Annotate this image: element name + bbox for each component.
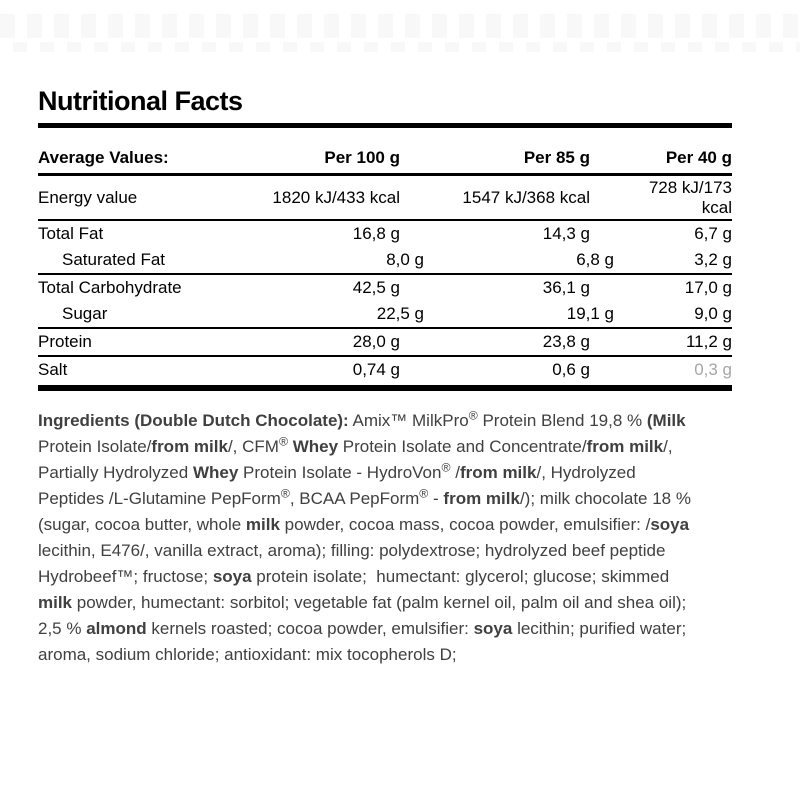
row-value: 0,3 g (694, 360, 732, 380)
row-value: 19,1 g (566, 304, 614, 324)
row-label: Sugar (62, 304, 108, 324)
row-value: 42,5 g (352, 278, 400, 298)
row-label: Protein (38, 332, 92, 352)
ingredients-section: Ingredients (Double Dutch Chocolate): Am… (38, 408, 732, 668)
table-row: Sugar 22,5 g 19,1 g 9,0 g (38, 301, 732, 330)
row-value: 6,8 g (576, 250, 614, 270)
header-average-values: Average Values: (38, 147, 169, 167)
row-label: Energy value (38, 187, 138, 207)
ingredients-text: Ingredients (Double Dutch Chocolate): Am… (38, 408, 732, 668)
row-value: 11,2 g (685, 332, 732, 352)
title-rule (38, 123, 732, 129)
row-label: Salt (38, 360, 68, 380)
ingredients-line: Ingredients (Double Dutch Chocolate): Am… (38, 408, 686, 431)
table-header-row: Average Values: Per 100 g Per 85 g Per 4… (38, 145, 732, 177)
table-row: Total Carbohydrate 42,5 g 36,1 g 17,0 g (38, 275, 732, 301)
nutrition-label: Nutritional Facts Average Values: Per 10… (38, 0, 732, 668)
header-per-85g: Per 85 g (523, 147, 590, 167)
table-bottom-rule (38, 385, 732, 392)
nutrition-rows: Energy value 1820 kJ/433 kcal 1547 kJ/368 … (38, 176, 732, 383)
row-value: 0,6 g (552, 360, 590, 380)
watermark-band-bottom (0, 42, 800, 52)
row-value: 728 kJ/173 kcal (648, 177, 732, 217)
row-value: 17,0 g (684, 278, 732, 298)
header-per-100g: Per 100 g (324, 147, 400, 167)
row-value: 36,1 g (542, 278, 590, 298)
ingredients-line: milk powder, humectant: sorbitol; vegeta… (38, 593, 687, 613)
row-label: Saturated Fat (62, 250, 166, 270)
background-watermark-pattern (0, 14, 800, 60)
row-value: 1547 kJ/368 kcal (462, 187, 590, 207)
table-row: Salt 0,74 g 0,6 g 0,3 g (38, 357, 732, 383)
ingredients-line: lecithin, E476/, vanilla extract, aroma)… (38, 541, 666, 561)
ingredients-line: 2,5 % almond kernels roasted; cocoa powd… (38, 619, 687, 639)
table-row: Saturated Fat 8,0 g 6,8 g 3,2 g (38, 247, 732, 276)
header-per-40g: Per 40 g (665, 147, 732, 167)
table-row: Protein 28,0 g 23,8 g 11,2 g (38, 329, 732, 358)
ingredients-line: Hydrobeef™; fructose; soya protein isola… (38, 567, 670, 587)
row-value: 1820 kJ/433 kcal (272, 187, 400, 207)
ingredients-line: (sugar, cocoa butter, whole milk powder,… (38, 515, 690, 535)
row-value: 14,3 g (542, 224, 590, 244)
row-value: 6,7 g (694, 224, 732, 244)
row-value: 28,0 g (352, 332, 400, 352)
row-label: Total Carbohydrate (38, 278, 182, 298)
ingredients-line: aroma, sodium chloride; antioxidant: mix… (38, 645, 457, 665)
row-value: 9,0 g (694, 304, 732, 324)
row-value: 22,5 g (376, 304, 424, 324)
table-row: Energy value 1820 kJ/433 kcal 1547 kJ/368 … (38, 176, 732, 222)
row-value: 8,0 g (386, 250, 424, 270)
table-row: Total Fat 16,8 g 14,3 g 6,7 g (38, 221, 732, 247)
row-value: 23,8 g (542, 332, 590, 352)
row-value: 0,74 g (352, 360, 400, 380)
nutrition-table: Average Values: Per 100 g Per 85 g Per 4… (38, 145, 732, 392)
page-title: Nutritional Facts (38, 86, 243, 116)
ingredients-line: Protein Isolate/from milk/, CFM® Whey Pr… (38, 434, 673, 457)
watermark-band-top (0, 14, 800, 38)
ingredients-line: Peptides /L-Glutamine PepForm®, BCAA Pep… (38, 486, 691, 509)
row-value: 16,8 g (352, 224, 400, 244)
ingredients-line: Partially Hydrolyzed Whey Protein Isolat… (38, 460, 636, 483)
row-label: Total Fat (38, 224, 104, 244)
row-value: 3,2 g (694, 250, 732, 270)
